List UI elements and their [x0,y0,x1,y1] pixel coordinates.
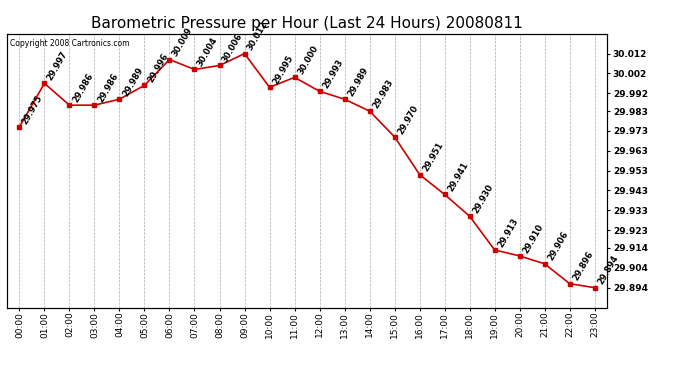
Text: 29.986: 29.986 [96,71,120,104]
Text: 29.989: 29.989 [121,66,145,98]
Text: 29.894: 29.894 [596,254,620,286]
Text: 29.941: 29.941 [446,160,470,193]
Text: 29.951: 29.951 [421,141,445,173]
Text: 29.997: 29.997 [46,50,70,82]
Text: 29.975: 29.975 [21,93,45,126]
Text: 29.993: 29.993 [321,58,345,90]
Text: 29.986: 29.986 [71,71,95,104]
Title: Barometric Pressure per Hour (Last 24 Hours) 20080811: Barometric Pressure per Hour (Last 24 Ho… [91,16,523,31]
Text: 29.930: 29.930 [471,183,495,215]
Text: 30.009: 30.009 [171,26,195,58]
Text: 29.989: 29.989 [346,66,370,98]
Text: 29.910: 29.910 [521,222,545,255]
Text: 30.006: 30.006 [221,32,245,64]
Text: 29.996: 29.996 [146,51,170,84]
Text: 30.000: 30.000 [296,44,319,76]
Text: 29.983: 29.983 [371,77,395,110]
Text: 29.913: 29.913 [496,216,520,249]
Text: Copyright 2008 Cartronics.com: Copyright 2008 Cartronics.com [10,39,130,48]
Text: 29.995: 29.995 [271,54,295,86]
Text: 30.012: 30.012 [246,20,270,52]
Text: 30.004: 30.004 [196,36,219,68]
Text: 29.896: 29.896 [571,250,595,282]
Text: 29.906: 29.906 [546,230,570,262]
Text: 29.970: 29.970 [396,103,420,135]
